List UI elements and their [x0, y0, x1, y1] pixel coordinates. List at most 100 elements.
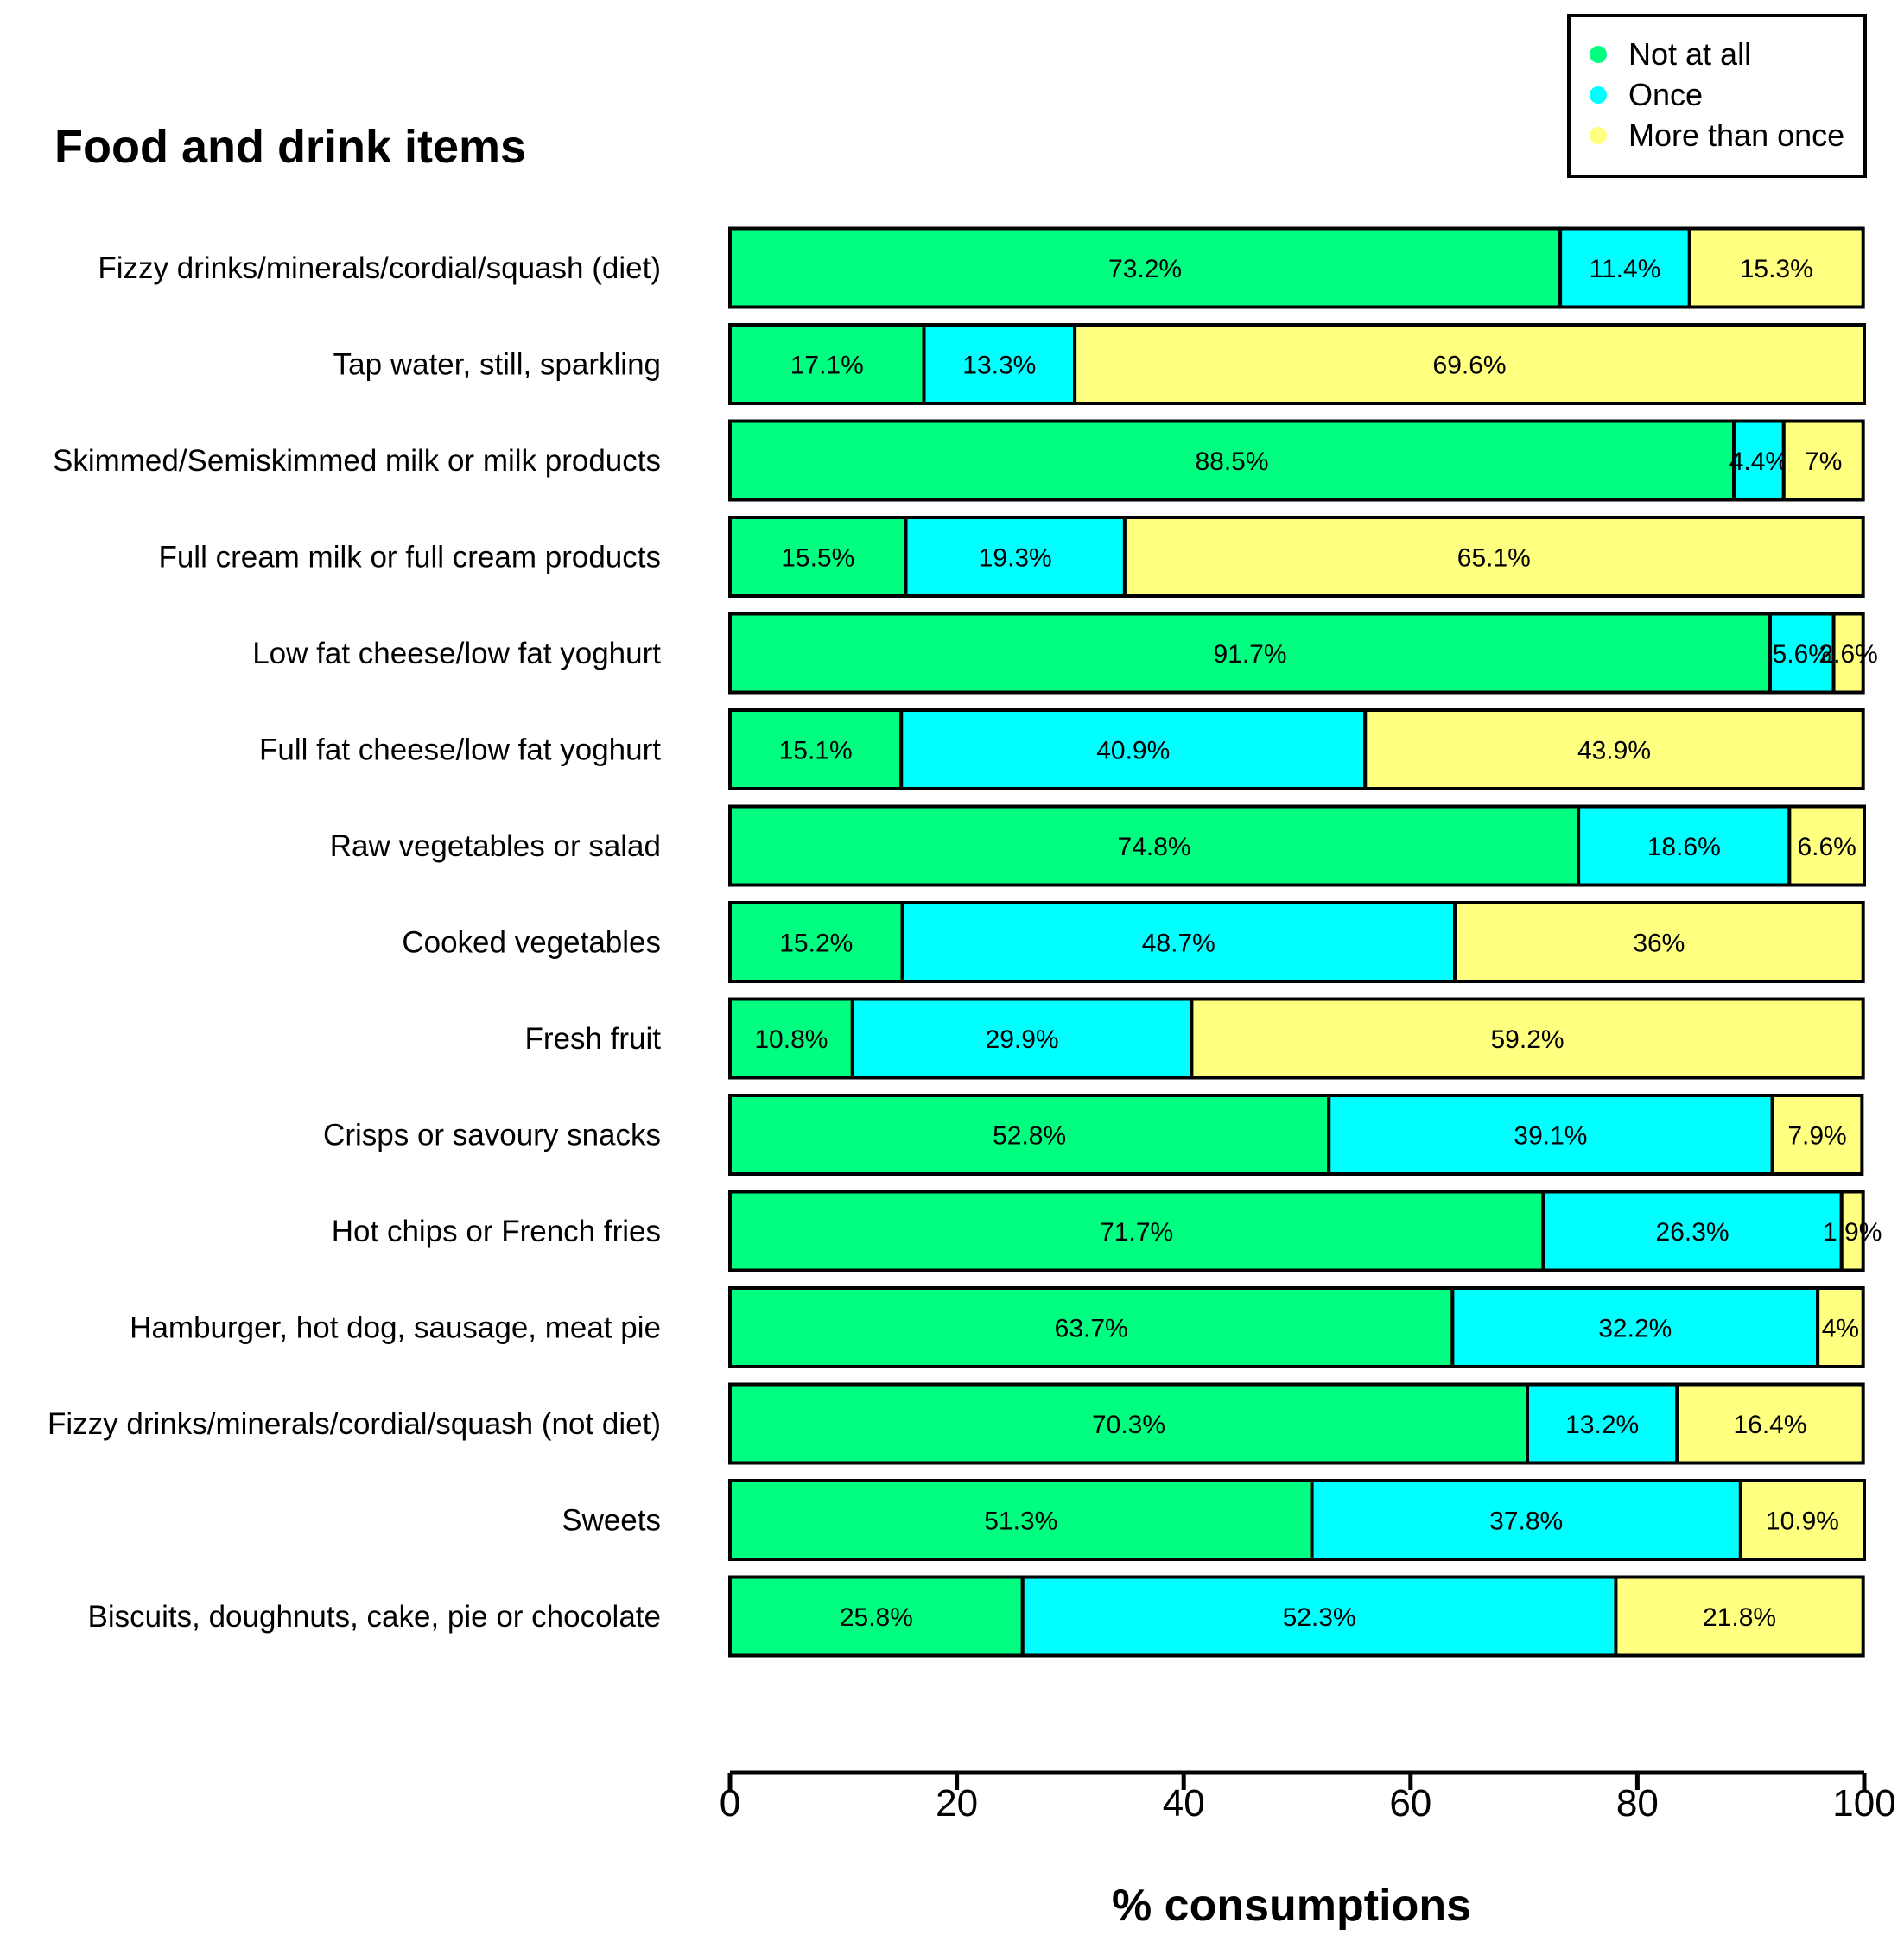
bar-segment	[1614, 1575, 1865, 1658]
data-label: 25.8%	[840, 1603, 913, 1632]
category-label: Low fat cheese/low fat yoghurt	[252, 637, 661, 670]
bar-segment	[1839, 1190, 1865, 1272]
data-label: 1.9%	[1823, 1218, 1882, 1247]
category-label: Hot chips or French fries	[332, 1215, 661, 1248]
legend-label: Not at all	[1628, 36, 1751, 72]
data-label: 26.3%	[1656, 1218, 1729, 1247]
bar-segment	[850, 997, 1194, 1080]
x-tick-label: 20	[936, 1782, 978, 1825]
category-label: Full fat cheese/low fat yoghurt	[259, 733, 661, 767]
data-label: 65.1%	[1457, 544, 1531, 573]
bar-segment	[1768, 612, 1836, 695]
legend-marker	[1590, 127, 1607, 144]
data-label: 18.6%	[1647, 833, 1721, 861]
legend-label: More than once	[1628, 117, 1844, 153]
bar-segment	[728, 226, 1563, 309]
category-label: Crisps or savoury snacks	[323, 1119, 661, 1152]
data-label: 21.8%	[1703, 1603, 1776, 1632]
category-label: Fizzy drinks/minerals/cordial/squash (di…	[98, 251, 661, 285]
data-label: 63.7%	[1055, 1315, 1128, 1343]
x-tick-label: 40	[1163, 1782, 1205, 1825]
bar-segment	[1675, 1382, 1865, 1465]
x-tick-label: 80	[1616, 1782, 1659, 1825]
legend-marker	[1590, 86, 1607, 104]
data-label: 16.4%	[1733, 1411, 1806, 1439]
category-label: Tap water, still, sparkling	[333, 348, 661, 382]
bar-segment	[1327, 1094, 1774, 1176]
data-label: 10.9%	[1766, 1507, 1839, 1536]
x-tick-label: 100	[1832, 1782, 1895, 1825]
bar-segment	[728, 997, 854, 1080]
data-label: 52.3%	[1283, 1603, 1356, 1632]
bar-segment	[1020, 1575, 1618, 1658]
data-label: 70.3%	[1092, 1411, 1165, 1439]
bar-segment	[1732, 419, 1786, 502]
data-label: 88.5%	[1195, 447, 1268, 476]
data-label: 15.1%	[779, 737, 853, 765]
data-label: 71.7%	[1100, 1218, 1173, 1247]
legend-box	[1567, 14, 1867, 178]
bar-segment	[1831, 612, 1865, 695]
data-label: 69.6%	[1433, 352, 1507, 380]
data-label: 74.8%	[1118, 833, 1191, 861]
legend-label: Once	[1628, 77, 1703, 112]
bar-segment	[728, 419, 1736, 502]
data-label: 40.9%	[1096, 737, 1170, 765]
x-axis: 0 20 40 60 80 100	[720, 1770, 1896, 1825]
bar-segment	[900, 901, 1457, 983]
data-label: 48.7%	[1142, 930, 1215, 958]
bar-segment	[922, 323, 1077, 405]
data-label: 37.8%	[1489, 1507, 1563, 1536]
data-label: 29.9%	[986, 1025, 1059, 1054]
category-label: Cooked vegetables	[402, 926, 661, 960]
bar-segment	[1787, 804, 1867, 887]
bar-segment	[1310, 1479, 1742, 1561]
data-label: 73.2%	[1108, 255, 1182, 283]
bar-segment	[1122, 516, 1865, 598]
data-label: 6.6%	[1797, 833, 1856, 861]
bar-segment	[1073, 323, 1866, 405]
bars-group: Fizzy drinks/minerals/cordial/squash (di…	[48, 226, 1882, 1658]
category-label: Fresh fruit	[524, 1022, 661, 1056]
bar-segment	[728, 516, 908, 598]
data-label: 59.2%	[1490, 1025, 1564, 1054]
bar-segment	[899, 708, 1368, 790]
bar-segment	[1781, 419, 1865, 502]
data-label: 4%	[1822, 1315, 1859, 1343]
x-tick-label: 0	[720, 1782, 740, 1825]
bar-segment	[728, 804, 1581, 887]
category-label: Full cream milk or full cream products	[158, 541, 661, 574]
bar-segment	[728, 708, 904, 790]
bar-segment	[1558, 226, 1691, 309]
bar-segment	[1190, 997, 1865, 1080]
category-label: Hamburger, hot dog, sausage, meat pie	[130, 1311, 661, 1345]
bar-segment	[728, 1575, 1025, 1658]
data-label: 4.4%	[1729, 447, 1788, 476]
category-label: Fizzy drinks/minerals/cordial/squash (no…	[48, 1407, 661, 1441]
bar-segment	[1816, 1286, 1865, 1368]
x-axis-label: % consumptions	[1112, 1881, 1471, 1931]
data-label: 15.5%	[781, 544, 854, 573]
data-label: 7%	[1805, 447, 1842, 476]
bar-segment	[728, 1382, 1530, 1465]
data-label: 13.3%	[962, 352, 1036, 380]
data-label: 10.8%	[754, 1025, 828, 1054]
data-label: 7.9%	[1787, 1122, 1846, 1151]
bar-segment	[1770, 1094, 1864, 1176]
category-label: Sweets	[562, 1504, 661, 1538]
legend-marker	[1590, 46, 1607, 63]
category-label: Skimmed/Semiskimmed milk or milk product…	[53, 444, 661, 478]
data-label: 13.2%	[1565, 1411, 1639, 1439]
bar-segment	[1450, 1286, 1820, 1368]
category-label: Biscuits, doughnuts, cake, pie or chocol…	[88, 1600, 661, 1634]
data-label: 15.3%	[1740, 255, 1813, 283]
data-label: 11.4%	[1590, 255, 1661, 283]
data-label: 39.1%	[1514, 1122, 1587, 1151]
category-label: Raw vegetables or salad	[330, 829, 661, 863]
data-label: 91.7%	[1213, 640, 1286, 669]
bar-segment	[1738, 1479, 1867, 1561]
bar-segment	[728, 901, 904, 983]
bar-segment	[728, 612, 1773, 695]
data-label: 15.2%	[779, 930, 853, 958]
